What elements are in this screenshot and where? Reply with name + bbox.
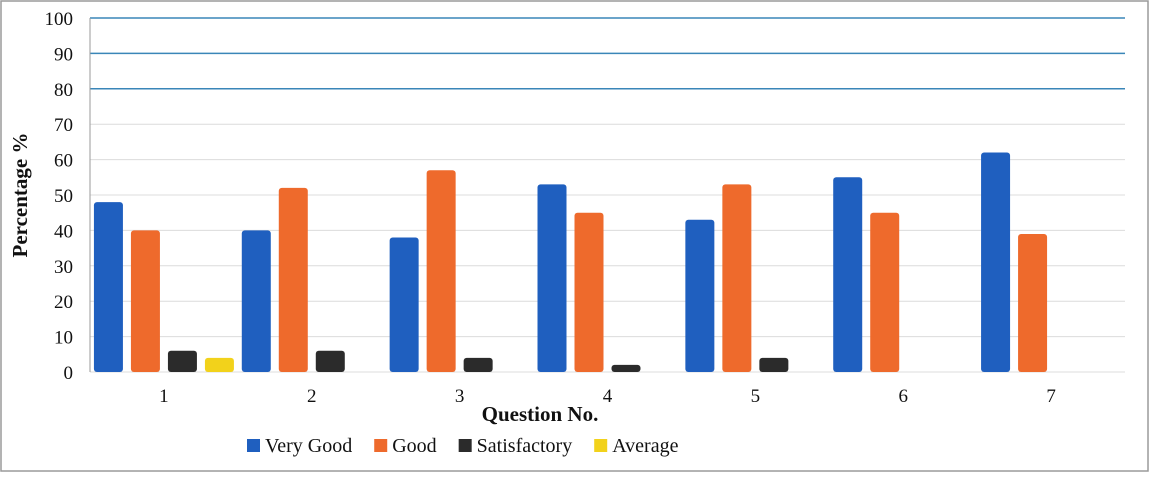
bar-good-q7: [1018, 233, 1048, 372]
y-tick-label: 70: [54, 115, 73, 136]
legend-swatch: [247, 439, 260, 452]
bar-very-good-q3: [389, 237, 419, 372]
bar-satisfactory-q5: [759, 357, 789, 372]
bar-satisfactory-q2: [315, 350, 345, 372]
y-tick-label: 10: [54, 328, 73, 349]
bar-good-q3: [426, 170, 456, 372]
y-tick-label: 20: [54, 292, 73, 313]
x-axis-title: Question No.: [482, 402, 599, 426]
x-tick-labels: 1 2 3 4 5 6 7: [159, 386, 1056, 407]
y-tick-label: 50: [54, 186, 73, 207]
x-tick-label: 6: [898, 386, 908, 407]
bar-good-q4: [574, 212, 604, 372]
x-tick-label: 1: [159, 386, 169, 407]
y-axis-title: Percentage %: [8, 133, 32, 258]
bar-good-q5: [722, 184, 752, 372]
x-tick-label: 5: [751, 386, 761, 407]
legend-label: Very Good: [265, 435, 352, 457]
bar-very-good-q6: [833, 177, 863, 372]
bar-very-good-q5: [685, 219, 715, 372]
bar-very-good-q4: [537, 184, 567, 372]
legend-swatch: [374, 439, 388, 452]
bar-very-good-q2: [241, 230, 271, 372]
bars: [93, 152, 1048, 372]
bar-good-q2: [278, 187, 308, 372]
x-tick-label: 2: [307, 386, 317, 407]
bar-good-q6: [870, 212, 900, 372]
y-tick-label: 30: [54, 257, 73, 278]
y-tick-label: 90: [54, 44, 73, 65]
bar-average-q1: [204, 357, 234, 372]
bar-very-good-q7: [981, 152, 1011, 372]
legend: Very Good Good Satisfactory Average: [247, 435, 679, 457]
y-tick-label: 60: [54, 151, 73, 172]
x-tick-label: 4: [603, 386, 613, 407]
x-tick-label: 3: [455, 386, 465, 407]
bar-satisfactory-q4: [611, 364, 641, 372]
bar-good-q1: [130, 230, 160, 372]
y-tick-label: 40: [54, 221, 73, 242]
legend-swatch: [594, 439, 608, 452]
bar-satisfactory-q3: [463, 357, 493, 372]
legend-label: Satisfactory: [477, 435, 573, 457]
bar-very-good-q1: [93, 202, 123, 372]
y-tick-label: 0: [64, 363, 74, 384]
y-tick-label: 100: [45, 9, 74, 30]
bar-satisfactory-q1: [167, 350, 197, 372]
x-tick-label: 7: [1046, 386, 1056, 407]
y-tick-label: 80: [54, 80, 73, 101]
legend-label: Good: [392, 435, 436, 457]
y-tick-labels: 0 10 20 30 40 50 60 70 80 90 100: [45, 9, 74, 384]
legend-label: Average: [612, 435, 678, 457]
legend-swatch: [458, 439, 472, 452]
